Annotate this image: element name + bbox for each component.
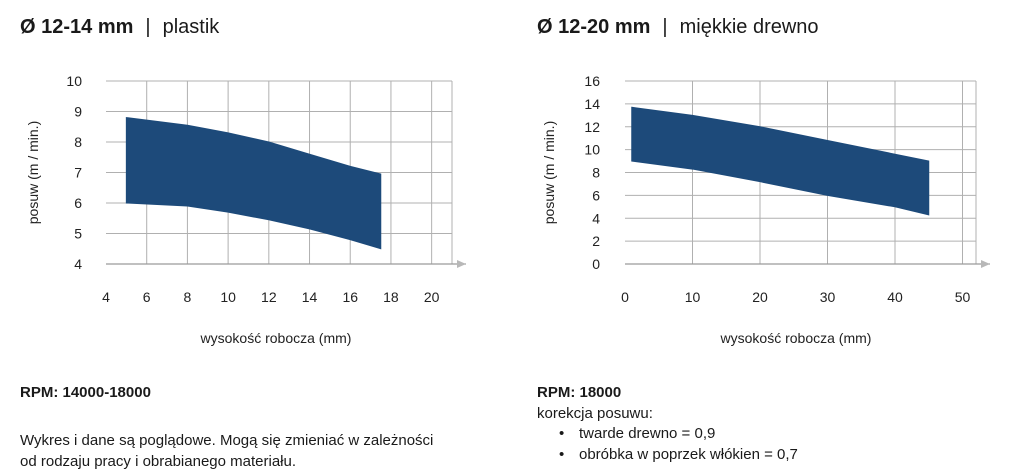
y-tick-label: 5 xyxy=(74,226,82,242)
y-tick-label: 4 xyxy=(592,210,600,226)
y-tick-label: 12 xyxy=(584,119,600,135)
disclaimer-note: Wykres i dane są poglądowe. Mogą się zmi… xyxy=(20,430,433,472)
feed-rate-chart-softwood: 0 2 4 6 8 10 12 14 16 0 10 20 30 40 50 posuw (m / min.)… xyxy=(541,73,990,346)
y-tick-label: 4 xyxy=(74,256,82,272)
y-tick-label: 7 xyxy=(74,165,82,181)
x-tick-label: 20 xyxy=(424,289,440,305)
feed-rate-chart-plastic: 4 5 6 7 8 9 10 4 6 8 10 12 14 16 18 20 posuw (m / min.) w… xyxy=(25,73,466,346)
chart-title-separator: | xyxy=(145,16,151,38)
x-axis-label: wysokość robocza (mm) xyxy=(200,330,352,346)
x-tick-label: 10 xyxy=(220,289,236,305)
x-axis-label: wysokość robocza (mm) xyxy=(720,330,872,346)
correction-item: obróbka w poprzek włókien = 0,7 xyxy=(537,444,798,465)
y-tick-label: 8 xyxy=(592,165,600,181)
x-axis-arrow xyxy=(457,260,466,268)
x-tick-label: 14 xyxy=(302,289,318,305)
rpm-label: RPM: 18000 xyxy=(537,384,622,401)
x-tick-label: 18 xyxy=(383,289,399,305)
y-axis-label: posuw (m / min.) xyxy=(25,121,41,224)
x-tick-label: 8 xyxy=(184,289,192,305)
chart-panel-softwood: Ø 12-20 mm | miękkie drewno 0 2 4 6 8 10 12 14 16 0… xyxy=(512,0,1024,472)
feed-rate-band xyxy=(125,117,382,250)
x-tick-label: 50 xyxy=(955,289,971,305)
y-tick-label: 8 xyxy=(74,134,82,150)
chart-title-material: miękkie drewno xyxy=(679,16,819,38)
x-tick-label: 20 xyxy=(752,289,768,305)
chart-title-diameter: Ø 12-14 mm xyxy=(20,16,134,38)
correction-list: twarde drewno = 0,9 obróbka w poprzek wł… xyxy=(537,423,798,465)
y-tick-label: 10 xyxy=(584,142,600,158)
x-axis-arrow xyxy=(981,260,990,268)
chart-title-separator: | xyxy=(662,16,668,38)
y-tick-label: 16 xyxy=(584,73,600,89)
x-tick-label: 40 xyxy=(887,289,903,305)
feed-rate-band xyxy=(631,106,930,216)
x-tick-label: 4 xyxy=(102,289,110,305)
y-axis-label: posuw (m / min.) xyxy=(541,121,557,224)
correction-title: korekcja posuwu: xyxy=(537,405,653,422)
chart-title: Ø 12-20 mm | miękkie drewno xyxy=(537,16,819,39)
correction-item: twarde drewno = 0,9 xyxy=(537,423,798,444)
x-tick-label: 16 xyxy=(342,289,358,305)
y-tick-label: 6 xyxy=(74,195,82,211)
chart-title-material: plastik xyxy=(162,16,220,38)
y-tick-label: 6 xyxy=(592,187,600,203)
chart-panel-plastic: Ø 12-14 mm | plastik 4 5 6 7 8 9 10 4 6 8 10 12 14 16 18… xyxy=(20,16,466,472)
chart-title: Ø 12-14 mm | plastik xyxy=(20,16,219,39)
x-tick-label: 6 xyxy=(143,289,151,305)
chart-title-diameter: Ø 12-20 mm xyxy=(537,16,651,38)
x-tick-label: 10 xyxy=(685,289,701,305)
x-tick-label: 12 xyxy=(261,289,277,305)
y-tick-label: 14 xyxy=(584,96,600,112)
x-tick-label: 0 xyxy=(621,289,629,305)
y-tick-label: 0 xyxy=(592,256,600,272)
x-tick-label: 30 xyxy=(820,289,836,305)
disclaimer-line: od rodzaju pracy i obrabianego materiału… xyxy=(20,453,296,470)
rpm-label: RPM: 14000-18000 xyxy=(20,384,151,401)
y-tick-label: 2 xyxy=(592,233,600,249)
y-tick-label: 10 xyxy=(66,73,82,89)
disclaimer-line: Wykres i dane są poglądowe. Mogą się zmi… xyxy=(20,432,434,449)
y-tick-label: 9 xyxy=(74,104,82,120)
